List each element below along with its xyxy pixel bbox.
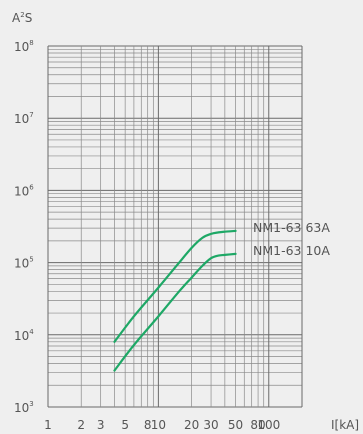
y-tick-label: 103	[14, 400, 34, 415]
x-tick-label: 30	[203, 418, 218, 432]
x-tick-label: 20	[184, 418, 199, 432]
x-tick-label: 8	[144, 418, 152, 432]
y-tick-label: 108	[14, 39, 34, 54]
x-tick-label: 10	[151, 418, 166, 432]
x-tick-label: 50	[228, 418, 243, 432]
x-axis-label: I[kA]	[331, 418, 359, 432]
legend: NM1-63 63A NM1-63 10A	[253, 220, 330, 258]
y-tick-label: 105	[14, 256, 34, 271]
y-tick-label: 106	[14, 183, 34, 198]
y-axis-label: A2S	[12, 11, 32, 25]
x-tick-label: 100	[257, 418, 280, 432]
series-line-63a	[113, 229, 237, 343]
x-tick-label: 3	[97, 418, 105, 432]
x-tick-label: 80	[250, 418, 265, 432]
y-tick-label: 104	[14, 328, 34, 343]
series-group	[113, 229, 237, 372]
series-line-10a	[113, 252, 237, 372]
x-tick-label: 1	[44, 418, 52, 432]
series-label: NM1-63 63A	[253, 220, 330, 235]
grid	[47, 45, 303, 408]
y-tick-labels: 103 104 105 106 107 108	[14, 39, 34, 415]
series-label: NM1-63 10A	[253, 243, 330, 258]
x-tick-label: 2	[77, 418, 85, 432]
y-tick-label: 107	[14, 111, 34, 126]
x-tick-label: 5	[121, 418, 129, 432]
